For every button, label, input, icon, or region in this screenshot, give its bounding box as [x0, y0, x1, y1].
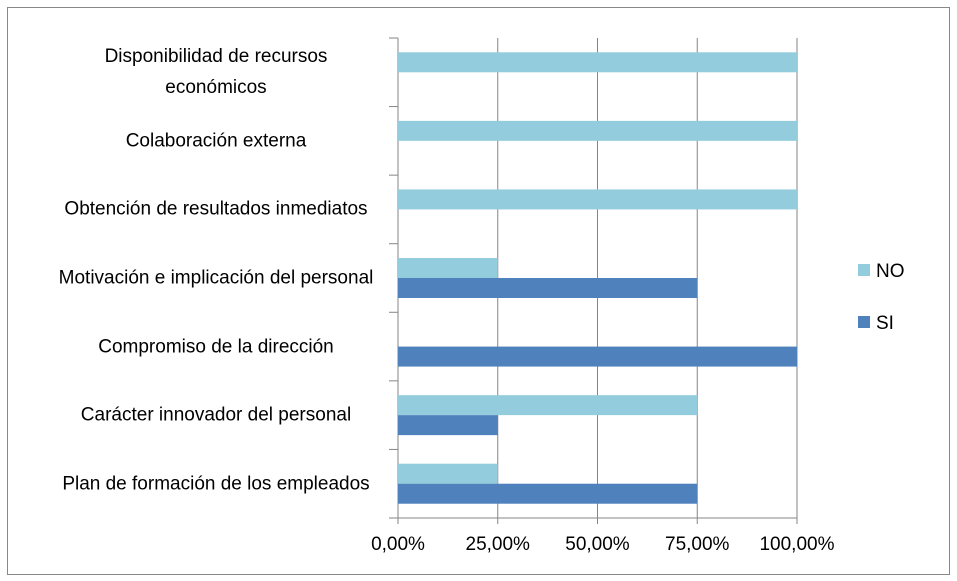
legend-label: NO — [876, 261, 905, 282]
bar — [398, 189, 797, 210]
y-tick-label: Disponibilidad de recursos económicos — [104, 46, 328, 99]
chart-frame — [7, 7, 950, 575]
x-tick-label: 100,00% — [759, 534, 834, 555]
y-tick-label: Obtención de resultados inmediatos — [64, 198, 368, 220]
x-tick-label: 75,00% — [665, 534, 730, 555]
bar — [398, 346, 797, 367]
legend-label: SI — [876, 313, 894, 334]
bar — [398, 395, 698, 416]
legend-swatch — [858, 264, 870, 276]
y-tick-label: Colaboración externa — [125, 130, 307, 152]
x-tick-label: 0,00% — [371, 534, 425, 555]
x-tick-label: 25,00% — [466, 534, 531, 555]
bar — [398, 258, 498, 278]
y-tick-label: Carácter innovador del personal — [80, 404, 352, 426]
bar — [398, 483, 698, 504]
bar — [398, 463, 498, 484]
bar — [398, 52, 797, 73]
bar — [398, 415, 498, 436]
y-tick-label: Compromiso de la dirección — [98, 336, 334, 358]
bar — [398, 278, 698, 298]
y-tick-label: Motivación e implicación del personal — [58, 267, 374, 289]
y-tick-label: Plan de formación de los empleados — [62, 473, 370, 495]
legend-swatch — [858, 316, 870, 328]
x-tick-label: 50,00% — [565, 534, 630, 555]
bar — [398, 120, 797, 141]
